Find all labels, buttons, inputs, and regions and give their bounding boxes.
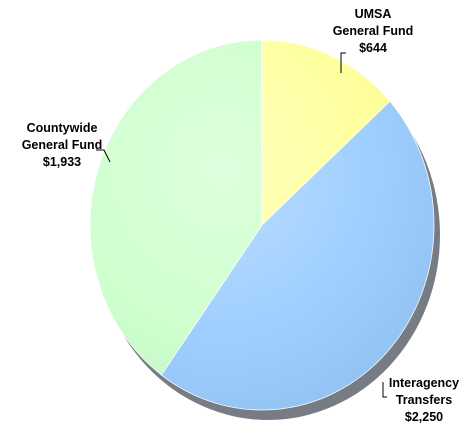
slice-name-line: Countywide — [27, 121, 98, 135]
slice-name-line: Transfers — [396, 393, 452, 407]
slice-label-countywide-general-fund: Countywide General Fund $1,933 — [22, 121, 103, 169]
slice-value-label: $2,250 — [405, 410, 443, 424]
slice-value-label: $644 — [359, 41, 387, 55]
leader-line-umsa-general-fund — [340, 52, 346, 73]
leader-line-interagency-transfers — [382, 382, 387, 398]
pie-labels: UMSA General Fund $644 Interagency Transfers… — [22, 7, 459, 424]
slice-name-line: UMSA — [355, 7, 392, 21]
slice-name-line: General Fund — [22, 138, 103, 152]
leader-line-countywide-general-fund — [96, 149, 111, 163]
pie-slices — [89, 39, 435, 411]
slice-name-line: General Fund — [333, 24, 414, 38]
slice-value-label: $1,933 — [43, 155, 81, 169]
slice-name-line: Interagency — [389, 376, 459, 390]
slice-label-umsa-general-fund: UMSA General Fund $644 — [333, 7, 414, 55]
slice-label-interagency-transfers: Interagency Transfers $2,250 — [389, 376, 459, 424]
